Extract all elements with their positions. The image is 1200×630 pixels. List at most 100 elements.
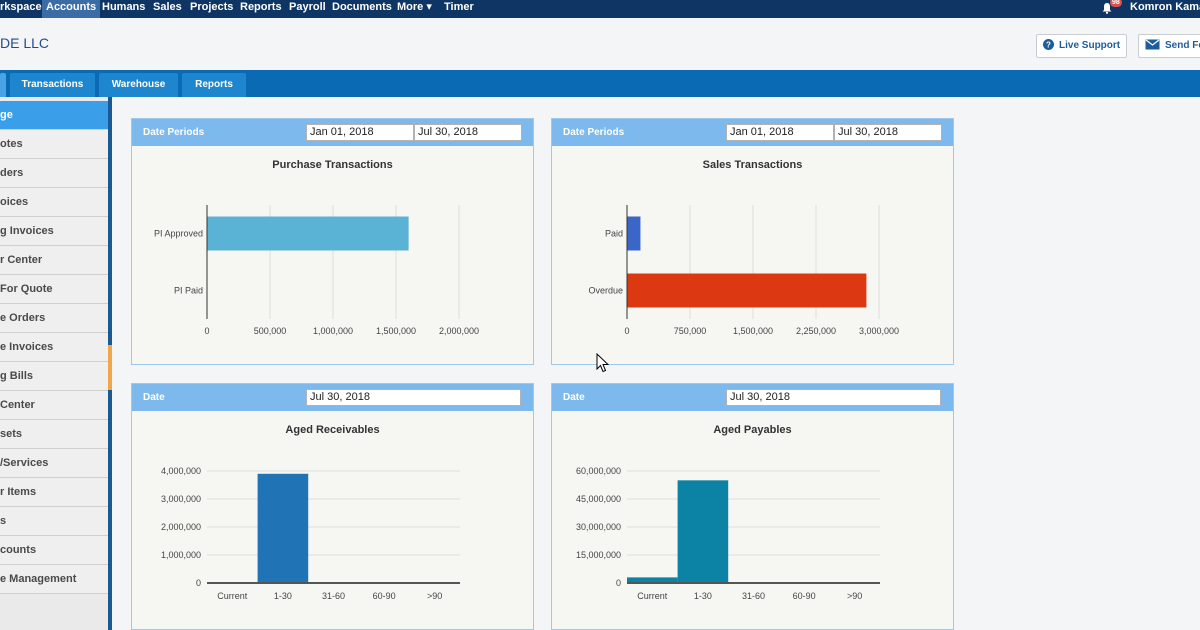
date-label: Date <box>563 392 585 403</box>
top-nav: rkspace Accounts Humans Sales Projects R… <box>0 0 1200 18</box>
sidebar-item-request-for-quote[interactable]: For Quote <box>0 275 108 304</box>
y-tick-label: 15,000,000 <box>576 550 621 560</box>
bell-icon[interactable] <box>1101 2 1113 14</box>
sidebar-item-vendor-center[interactable]: Center <box>0 391 108 420</box>
nav-sales[interactable]: Sales <box>153 1 182 13</box>
tab-transactions[interactable]: Transactions <box>10 73 95 97</box>
category-label: Paid <box>605 229 623 239</box>
nav-payroll[interactable]: Payroll <box>289 1 326 13</box>
y-tick-label: 3,000,000 <box>161 494 201 504</box>
date-input[interactable]: Jul 30, 2018 <box>306 389 521 406</box>
sidebar-item-assets[interactable]: sets <box>0 420 108 449</box>
receivables-chart: 0 1,000,000 2,000,000 3,000,000 4,000,000 Cur… <box>161 466 460 601</box>
y-tick-label: 60,000,000 <box>576 466 621 476</box>
category-label: PI Approved <box>154 229 203 239</box>
x-tick-label: 0 <box>624 326 629 336</box>
live-support-button[interactable]: ? Live Support <box>1036 34 1127 58</box>
y-tick-label: 1,000,000 <box>161 550 201 560</box>
payables-chart: 0 15,000,000 30,000,000 45,000,000 60,000,00… <box>576 466 880 601</box>
sidebar-item-quotes[interactable]: otes <box>0 130 108 159</box>
sidebar-item-accounts[interactable]: counts <box>0 536 108 565</box>
envelope-icon <box>1145 39 1160 50</box>
end-date-input[interactable]: Jul 30, 2018 <box>834 124 942 141</box>
x-tick-label: 1-30 <box>274 591 292 601</box>
send-feedback-button[interactable]: Send Fe <box>1138 34 1200 58</box>
nav-humans[interactable]: Humans <box>102 1 146 13</box>
x-tick-label: 3,000,000 <box>859 326 899 336</box>
date-periods-label: Date Periods <box>563 127 625 138</box>
y-tick-label: 30,000,000 <box>576 522 621 532</box>
tab-warehouse[interactable]: Warehouse <box>99 73 178 97</box>
x-tick-label: 1,500,000 <box>733 326 773 336</box>
sidebar-item-purchase-orders[interactable]: e Orders <box>0 304 108 333</box>
nav-more[interactable]: More ▾ <box>397 0 432 18</box>
x-tick-label: Current <box>217 591 248 601</box>
nav-reports[interactable]: Reports <box>240 1 282 13</box>
category-label: PI Paid <box>174 286 203 296</box>
svg-text:?: ? <box>1046 40 1051 49</box>
x-tick-label: 500,000 <box>254 326 287 336</box>
x-tick-label: 60-90 <box>373 591 396 601</box>
sidebar-item-home[interactable]: ge <box>0 101 108 130</box>
sidebar: ge otes ders oices g Invoices r Center F… <box>0 97 112 630</box>
sidebar-item-management[interactable]: e Management <box>0 565 108 594</box>
panel-header: Date Periods Jan 01, 2018 Jul 30, 2018 <box>132 119 533 146</box>
x-tick-label: 750,000 <box>674 326 707 336</box>
x-tick-label: 31-60 <box>742 591 765 601</box>
company-name: DE LLC <box>0 35 50 51</box>
aged-payables-panel: Date Jul 30, 2018 Aged Payables 0 15,000,… <box>551 383 954 630</box>
x-tick-label: >90 <box>427 591 442 601</box>
sidebar-item-invoices[interactable]: oices <box>0 188 108 217</box>
help-icon: ? <box>1043 38 1054 50</box>
sidebar-item-other-items[interactable]: r Items <box>0 478 108 507</box>
tab-reports[interactable]: Reports <box>182 73 246 97</box>
sidebar-item-recurring-invoices[interactable]: g Invoices <box>0 217 108 246</box>
panel-header: Date Jul 30, 2018 <box>552 384 953 411</box>
nav-accounts[interactable]: Accounts <box>42 0 101 18</box>
category-label: Overdue <box>588 286 623 296</box>
x-tick-label: >90 <box>847 591 862 601</box>
nav-workspace[interactable]: rkspace <box>0 1 42 13</box>
sidebar-item-recurring-bills[interactable]: g Bills <box>0 362 108 391</box>
x-tick-label: 0 <box>204 326 209 336</box>
bar <box>257 473 309 583</box>
tab-dashboard[interactable] <box>0 73 6 97</box>
y-tick-label: 2,000,000 <box>161 522 201 532</box>
module-tabs: Transactions Warehouse Reports <box>0 70 1200 97</box>
sidebar-item-customer-center[interactable]: r Center <box>0 246 108 275</box>
bar <box>677 480 729 583</box>
x-tick-label: 1,000,000 <box>313 326 353 336</box>
sidebar-item-products-services[interactable]: /Services <box>0 449 108 478</box>
user-menu[interactable]: Komron Kama <box>1130 1 1200 13</box>
panel-header: Date Jul 30, 2018 <box>132 384 533 411</box>
sales-chart: 0 750,000 1,500,000 2,250,000 3,000,000 Paid O… <box>588 205 899 336</box>
chart-title: Purchase Transactions <box>272 159 393 171</box>
x-tick-label: 2,250,000 <box>796 326 836 336</box>
x-tick-label: 60-90 <box>793 591 816 601</box>
x-tick-label: 1,500,000 <box>376 326 416 336</box>
start-date-input[interactable]: Jan 01, 2018 <box>306 124 414 141</box>
sales-transactions-panel: Date Periods Jan 01, 2018 Jul 30, 2018 S… <box>551 118 954 365</box>
y-tick-label: 0 <box>616 578 621 588</box>
date-input[interactable]: Jul 30, 2018 <box>726 389 941 406</box>
end-date-input[interactable]: Jul 30, 2018 <box>414 124 522 141</box>
nav-more-label: More <box>397 1 424 13</box>
start-date-input[interactable]: Jan 01, 2018 <box>726 124 834 141</box>
nav-timer[interactable]: Timer <box>444 1 474 13</box>
sidebar-item-orders[interactable]: ders <box>0 159 108 188</box>
notification-badge: 98 <box>1110 0 1122 7</box>
date-periods-label: Date Periods <box>143 127 205 138</box>
y-tick-label: 0 <box>196 578 201 588</box>
panel-header: Date Periods Jan 01, 2018 Jul 30, 2018 <box>552 119 953 146</box>
nav-projects[interactable]: Projects <box>190 1 234 13</box>
live-support-label: Live Support <box>1059 40 1121 51</box>
y-tick-label: 4,000,000 <box>161 466 201 476</box>
chevron-down-icon: ▾ <box>426 1 432 13</box>
send-feedback-label: Send Fe <box>1165 40 1200 51</box>
sidebar-item-misc[interactable]: s <box>0 507 108 536</box>
nav-documents[interactable]: Documents <box>332 1 392 13</box>
aged-receivables-panel: Date Jul 30, 2018 Aged Receivables 0 1,00… <box>131 383 534 630</box>
purchase-chart: 0 500,000 1,000,000 1,500,000 2,000,000 PI Ap… <box>154 205 479 336</box>
sidebar-item-purchase-invoices[interactable]: e Invoices <box>0 333 108 362</box>
bar <box>627 273 867 308</box>
